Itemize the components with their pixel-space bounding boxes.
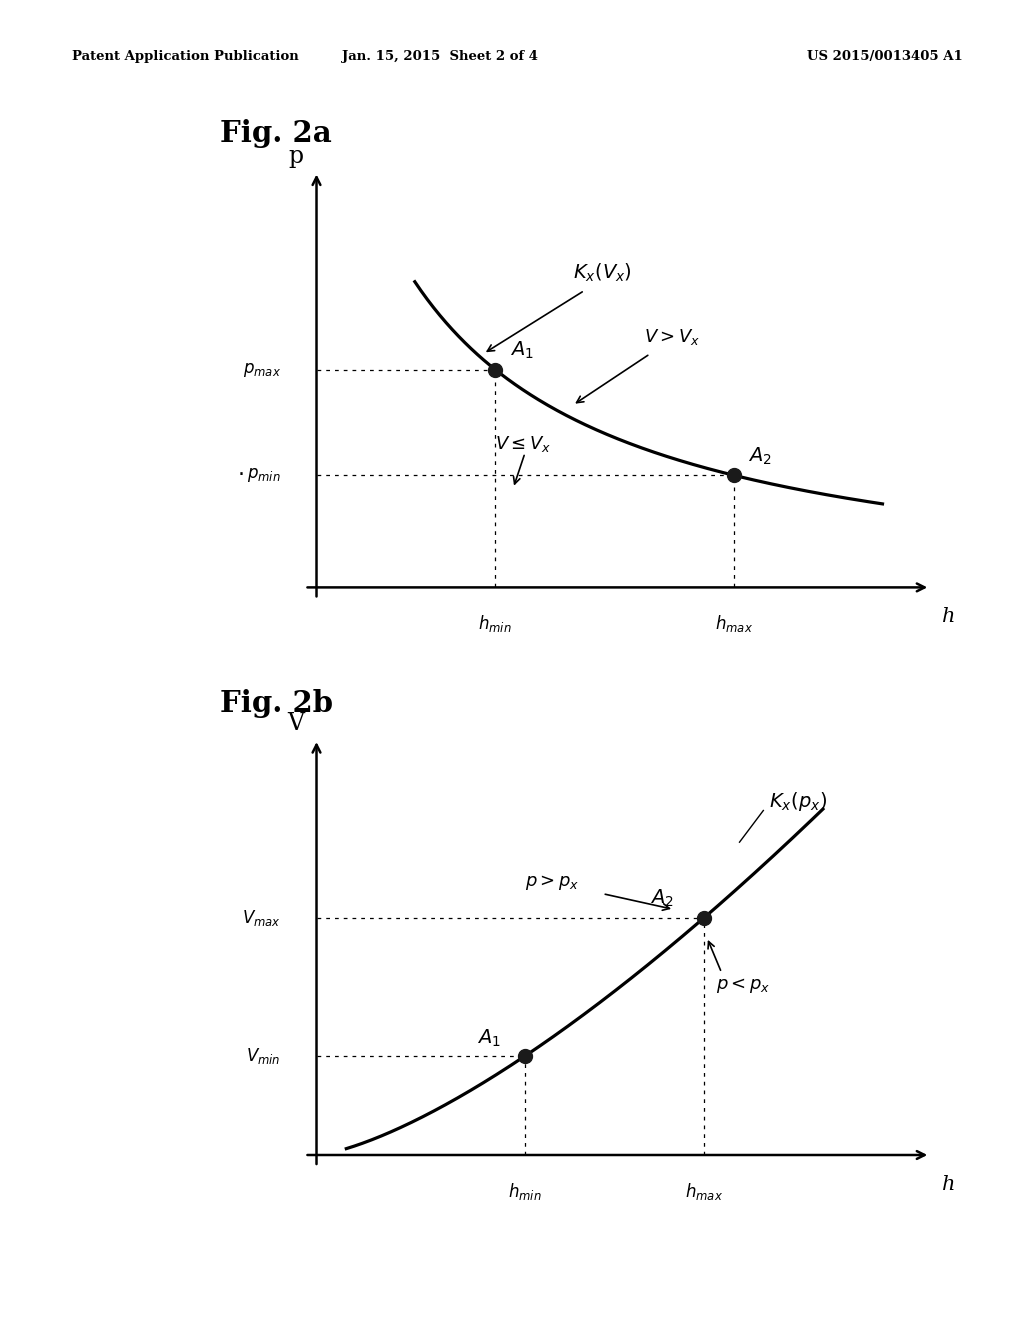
Text: Jan. 15, 2015  Sheet 2 of 4: Jan. 15, 2015 Sheet 2 of 4	[342, 50, 539, 63]
Text: $h_{min}$: $h_{min}$	[508, 1180, 542, 1201]
Text: ·: ·	[238, 465, 245, 486]
Text: Fig. 2b: Fig. 2b	[220, 689, 333, 718]
Text: $V_{max}$: $V_{max}$	[242, 908, 281, 928]
Text: p: p	[288, 145, 303, 168]
Text: US 2015/0013405 A1: US 2015/0013405 A1	[807, 50, 963, 63]
Text: h: h	[942, 1175, 955, 1193]
Text: $A_1$: $A_1$	[477, 1028, 501, 1049]
Text: $h_{max}$: $h_{max}$	[715, 612, 753, 634]
Text: $V \leq V_x$: $V \leq V_x$	[496, 434, 552, 454]
Text: $K_x(p_x)$: $K_x(p_x)$	[769, 789, 827, 813]
Text: $h_{max}$: $h_{max}$	[685, 1180, 723, 1201]
Text: $A_2$: $A_2$	[650, 888, 674, 909]
Text: $A_1$: $A_1$	[510, 339, 534, 362]
Text: $h_{min}$: $h_{min}$	[478, 612, 512, 634]
Text: $p < p_x$: $p < p_x$	[716, 975, 770, 995]
Text: Patent Application Publication: Patent Application Publication	[72, 50, 298, 63]
Text: Fig. 2a: Fig. 2a	[220, 119, 332, 148]
Text: $V > V_x$: $V > V_x$	[644, 327, 700, 347]
Text: $p_{min}$: $p_{min}$	[247, 466, 281, 484]
Text: $p > p_x$: $p > p_x$	[525, 873, 580, 892]
Text: $p_{max}$: $p_{max}$	[243, 360, 281, 379]
Text: $A_2$: $A_2$	[749, 445, 772, 467]
Text: V: V	[287, 713, 304, 735]
Text: $V_{min}$: $V_{min}$	[246, 1045, 281, 1067]
Text: h: h	[942, 607, 955, 626]
Text: $K_x(V_x)$: $K_x(V_x)$	[572, 261, 632, 284]
